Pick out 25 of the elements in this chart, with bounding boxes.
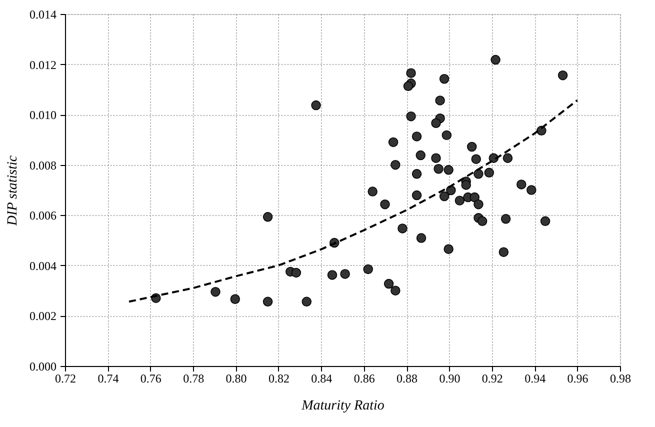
x-tick-label: 0.74	[98, 372, 119, 386]
x-axis-title: Maturity Ratio	[300, 398, 384, 414]
y-tick-label: 0.014	[30, 8, 56, 22]
x-tick-label: 0.78	[183, 372, 204, 386]
x-tick-label: 0.86	[354, 372, 375, 386]
x-tick-label: 0.98	[610, 372, 631, 386]
y-tick-label: 0.010	[30, 108, 56, 122]
y-tick-label: 0.006	[30, 208, 56, 223]
y-tick-label: 0.000	[30, 360, 56, 374]
x-tick-label: 0.88	[396, 372, 418, 386]
y-tick-label: 0.008	[30, 158, 56, 172]
x-tick-label: 0.80	[226, 372, 247, 386]
x-tick-label: 0.90	[439, 372, 460, 386]
y-tick-label: 0.002	[30, 309, 56, 324]
y-tick-label: 0.004	[30, 258, 56, 273]
x-tick-label: 0.82	[268, 372, 290, 386]
x-tick-label: 0.94	[524, 372, 546, 386]
y-tick-label: 0.012	[30, 58, 56, 72]
x-tick-label: 0.84	[311, 372, 332, 386]
x-tick-label: 0.72	[55, 372, 76, 386]
x-tick-label: 0.76	[140, 372, 162, 386]
x-tick-label: 0.96	[567, 372, 588, 386]
line-series	[128, 99, 578, 303]
y-axis-title: DIP statistic	[6, 154, 20, 227]
x-tick-label: 0.92	[482, 372, 503, 386]
